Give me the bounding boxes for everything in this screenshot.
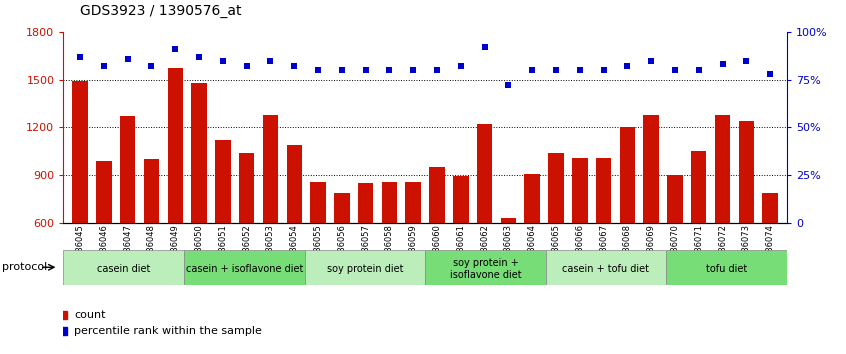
Point <box>549 67 563 73</box>
Bar <box>666 250 787 285</box>
Point <box>288 63 301 69</box>
Point <box>645 58 658 63</box>
Bar <box>144 159 159 223</box>
Point <box>168 46 182 52</box>
Bar <box>310 182 326 223</box>
Point <box>454 63 468 69</box>
Bar <box>96 161 112 223</box>
Bar <box>305 250 425 285</box>
Bar <box>73 81 88 223</box>
Bar <box>548 153 563 223</box>
Text: soy protein diet: soy protein diet <box>327 264 403 274</box>
Point <box>335 67 349 73</box>
Bar <box>596 158 612 223</box>
Bar <box>191 83 206 223</box>
Bar <box>644 115 659 223</box>
Bar <box>453 176 469 223</box>
Point <box>478 44 492 50</box>
Point <box>216 58 229 63</box>
Bar <box>287 145 302 223</box>
Bar <box>501 218 516 223</box>
Point <box>502 82 515 88</box>
Point <box>573 67 586 73</box>
Point <box>739 58 753 63</box>
Point <box>668 67 682 73</box>
Text: protocol: protocol <box>2 262 47 272</box>
Text: casein + isoflavone diet: casein + isoflavone diet <box>185 264 303 274</box>
Bar <box>239 153 255 223</box>
Point <box>97 63 111 69</box>
Text: soy protein +
isoflavone diet: soy protein + isoflavone diet <box>449 258 521 280</box>
Point <box>382 67 396 73</box>
Bar <box>263 115 278 223</box>
Point <box>525 67 539 73</box>
Point <box>74 54 87 59</box>
Bar <box>619 127 635 223</box>
Bar <box>405 182 421 223</box>
Bar <box>429 167 445 223</box>
Text: percentile rank within the sample: percentile rank within the sample <box>74 326 262 336</box>
Bar <box>667 175 683 223</box>
Text: GDS3923 / 1390576_at: GDS3923 / 1390576_at <box>80 4 242 18</box>
Text: count: count <box>74 310 106 320</box>
Bar <box>477 124 492 223</box>
Bar <box>739 121 754 223</box>
Bar <box>762 193 777 223</box>
Bar <box>572 158 587 223</box>
Point <box>359 67 372 73</box>
Bar <box>184 250 305 285</box>
Point <box>264 58 277 63</box>
Bar <box>546 250 667 285</box>
Text: casein diet: casein diet <box>97 264 151 274</box>
Bar <box>215 140 231 223</box>
Bar <box>382 182 397 223</box>
Point <box>311 67 325 73</box>
Bar <box>120 116 135 223</box>
Bar <box>715 115 730 223</box>
Text: tofu diet: tofu diet <box>706 264 747 274</box>
Point <box>596 67 610 73</box>
Point <box>431 67 444 73</box>
Bar <box>691 152 706 223</box>
Point <box>145 63 158 69</box>
Point <box>621 63 634 69</box>
Point <box>192 54 206 59</box>
Point <box>716 62 729 67</box>
Point <box>763 71 777 77</box>
Bar <box>358 183 373 223</box>
Bar <box>334 193 349 223</box>
Bar <box>63 250 184 285</box>
Point <box>406 67 420 73</box>
Bar <box>168 69 183 223</box>
Bar <box>525 174 540 223</box>
Point <box>692 67 706 73</box>
Point <box>121 56 135 62</box>
Point <box>240 63 254 69</box>
Text: casein + tofu diet: casein + tofu diet <box>563 264 650 274</box>
Bar <box>425 250 546 285</box>
